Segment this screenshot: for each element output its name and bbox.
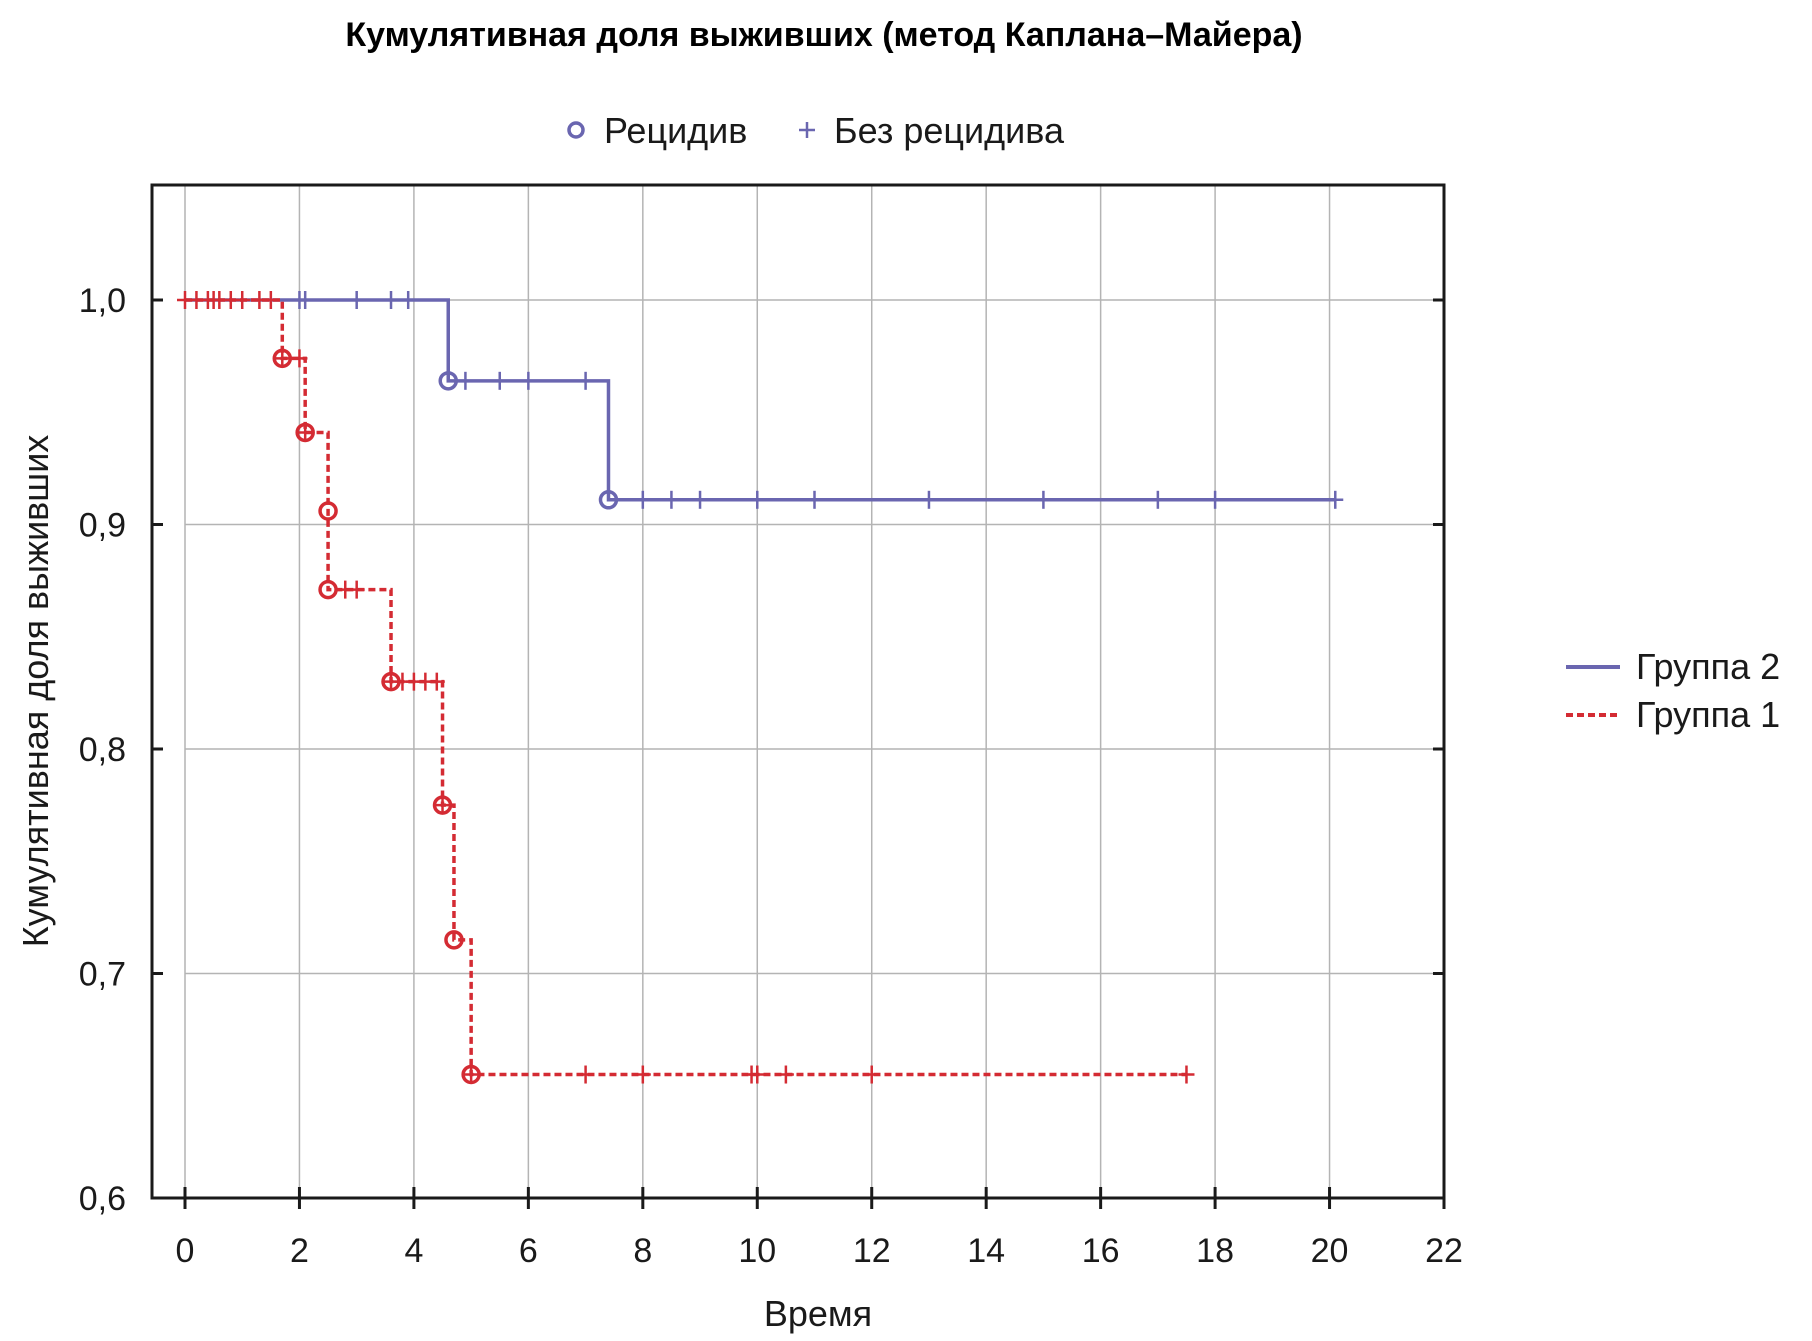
- censored-marker: [262, 291, 279, 309]
- plot-frame: [150, 183, 1446, 1200]
- series-legend: Группа 2 Группа 1: [1566, 646, 1780, 735]
- y-tick-label: 0,9: [79, 507, 126, 545]
- censored-marker: [434, 796, 451, 815]
- series-line: [185, 298, 1336, 502]
- event-marker: [272, 348, 293, 369]
- x-tick-label: 10: [738, 1232, 776, 1270]
- censored-marker: [520, 371, 537, 390]
- y-tick-label: 1,0: [79, 282, 126, 320]
- x-tick-label: 16: [1082, 1232, 1120, 1270]
- y-axis-ticks: 0,6 0,7 0,8 0,9 1,0: [79, 282, 1444, 1218]
- censored-marker: [634, 490, 651, 509]
- censored-marker: [297, 291, 314, 309]
- censored-marker: [749, 1065, 766, 1084]
- censored-marker: [577, 371, 594, 390]
- event-marker: [295, 422, 315, 443]
- censored-marker: [577, 1065, 594, 1084]
- censored-marker: [491, 371, 508, 390]
- censored-marker: [920, 490, 937, 509]
- x-tick-label: 20: [1311, 1232, 1349, 1270]
- x-tick-label: 2: [290, 1232, 309, 1270]
- censored-marker: [348, 580, 365, 599]
- event-marker: [444, 930, 464, 950]
- event-marker: [432, 795, 453, 815]
- x-tick-label: 8: [633, 1232, 652, 1270]
- censored-marker: [428, 672, 445, 691]
- y-axis-label: Кумулятивная доля выживших: [15, 435, 56, 948]
- censored-marker: [1178, 1065, 1195, 1084]
- series-layer: [177, 291, 1344, 1085]
- censored-marker: [348, 291, 365, 309]
- event-marker: [461, 1064, 481, 1085]
- x-tick-label: 0: [176, 1232, 195, 1270]
- censored-marker: [1035, 490, 1052, 509]
- censored-marker-icon: [799, 122, 815, 138]
- event-marker: [598, 490, 619, 510]
- censored-marker: [291, 349, 308, 368]
- censored-marker: [1149, 490, 1166, 509]
- x-tick-label: 14: [967, 1232, 1005, 1270]
- event-marker-icon: [567, 121, 585, 139]
- y-tick-label: 0,8: [79, 731, 126, 769]
- marker-legend: Рецидив Без рецидива: [567, 110, 1065, 151]
- grid-lines: [184, 185, 1445, 1198]
- censored-marker: [1327, 490, 1344, 509]
- event-marker: [381, 671, 401, 692]
- censored-marker: [463, 1065, 480, 1084]
- censored-legend-label: Без рецидива: [834, 110, 1065, 151]
- censored-marker: [274, 349, 291, 368]
- censored-marker: [749, 490, 766, 509]
- censored-marker: [692, 490, 709, 509]
- censored-marker: [383, 291, 400, 309]
- event-marker: [318, 579, 338, 600]
- x-tick-label: 6: [519, 1232, 538, 1270]
- x-tick-label: 18: [1196, 1232, 1234, 1270]
- series-legend-label: Группа 2: [1636, 646, 1780, 687]
- x-tick-label: 22: [1425, 1232, 1463, 1270]
- censored-marker: [777, 1065, 794, 1084]
- x-axis-ticks: 0 2 4 6 8 10 12 14 16 18 20 22: [176, 1187, 1463, 1270]
- series-1: [185, 291, 1344, 510]
- censored-marker: [400, 291, 417, 309]
- censored-marker: [663, 490, 680, 509]
- y-tick-label: 0,7: [79, 956, 126, 994]
- y-tick-label: 0,6: [79, 1180, 126, 1218]
- censored-marker: [457, 371, 474, 390]
- series-legend-label: Группа 1: [1636, 694, 1780, 735]
- event-legend-label: Рецидив: [604, 110, 747, 151]
- event-marker: [318, 501, 338, 521]
- chart-title: Кумулятивная доля выживших (метод Каплан…: [345, 16, 1302, 54]
- censored-marker: [234, 291, 251, 309]
- censored-marker: [806, 490, 823, 509]
- x-tick-label: 4: [404, 1232, 423, 1270]
- x-tick-label: 12: [853, 1232, 891, 1270]
- event-marker: [438, 371, 458, 391]
- censored-marker: [297, 423, 314, 442]
- censored-marker: [863, 1065, 880, 1084]
- censored-marker: [634, 1065, 651, 1084]
- censored-marker: [1207, 490, 1224, 509]
- series-2: [177, 291, 1195, 1085]
- x-axis-label: Время: [764, 1293, 872, 1334]
- series-line: [185, 298, 1187, 1077]
